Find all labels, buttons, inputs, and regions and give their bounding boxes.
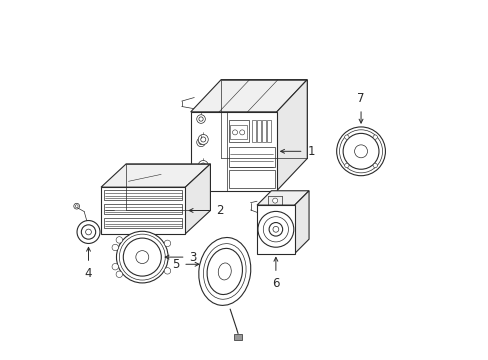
Circle shape: [336, 127, 385, 176]
Bar: [261, 120, 265, 142]
Bar: [257, 205, 294, 253]
Ellipse shape: [207, 248, 242, 294]
Circle shape: [85, 229, 91, 235]
Bar: [230, 125, 246, 139]
Circle shape: [199, 140, 203, 144]
Circle shape: [198, 161, 208, 171]
Circle shape: [196, 115, 205, 123]
Circle shape: [344, 135, 348, 139]
Bar: [190, 112, 276, 191]
Polygon shape: [294, 191, 308, 253]
Circle shape: [112, 244, 118, 251]
Circle shape: [116, 271, 122, 278]
Polygon shape: [276, 80, 306, 191]
Circle shape: [272, 226, 278, 232]
Circle shape: [201, 137, 205, 142]
Circle shape: [164, 240, 170, 247]
Text: 2: 2: [215, 204, 223, 217]
Ellipse shape: [198, 238, 250, 305]
Circle shape: [354, 145, 367, 158]
Circle shape: [344, 163, 348, 168]
Polygon shape: [185, 164, 210, 234]
Text: 6: 6: [271, 277, 279, 290]
Circle shape: [136, 251, 148, 264]
Circle shape: [268, 222, 282, 236]
Circle shape: [81, 225, 96, 239]
Polygon shape: [190, 80, 306, 112]
Circle shape: [116, 231, 168, 283]
Circle shape: [123, 238, 161, 276]
Circle shape: [199, 117, 203, 121]
Circle shape: [372, 135, 377, 139]
Text: 5: 5: [172, 258, 179, 271]
Ellipse shape: [203, 244, 245, 299]
Bar: [266, 120, 271, 142]
Text: 4: 4: [84, 267, 92, 280]
Circle shape: [119, 234, 165, 280]
Circle shape: [74, 203, 80, 209]
Bar: [104, 218, 182, 228]
Ellipse shape: [218, 263, 231, 280]
Polygon shape: [257, 191, 308, 205]
Circle shape: [198, 134, 208, 144]
Text: 7: 7: [357, 92, 364, 105]
Polygon shape: [101, 164, 210, 187]
Bar: [228, 147, 274, 167]
Circle shape: [239, 130, 244, 135]
Bar: [104, 204, 182, 214]
Bar: [228, 120, 249, 142]
Bar: [228, 170, 274, 188]
Bar: [104, 190, 182, 200]
Circle shape: [339, 130, 382, 173]
Bar: [101, 187, 185, 234]
Text: 1: 1: [306, 145, 314, 158]
Circle shape: [343, 134, 378, 169]
Circle shape: [272, 198, 277, 203]
Circle shape: [372, 163, 377, 168]
Circle shape: [164, 267, 170, 274]
Circle shape: [112, 264, 118, 270]
Circle shape: [258, 211, 293, 247]
Circle shape: [263, 217, 288, 242]
Circle shape: [232, 130, 237, 135]
Text: 3: 3: [189, 251, 196, 264]
Circle shape: [196, 138, 205, 147]
Bar: [234, 334, 241, 339]
Bar: [256, 120, 261, 142]
Circle shape: [77, 221, 100, 243]
Circle shape: [116, 237, 122, 243]
Bar: [251, 120, 256, 142]
Circle shape: [201, 163, 205, 168]
Circle shape: [75, 205, 78, 208]
